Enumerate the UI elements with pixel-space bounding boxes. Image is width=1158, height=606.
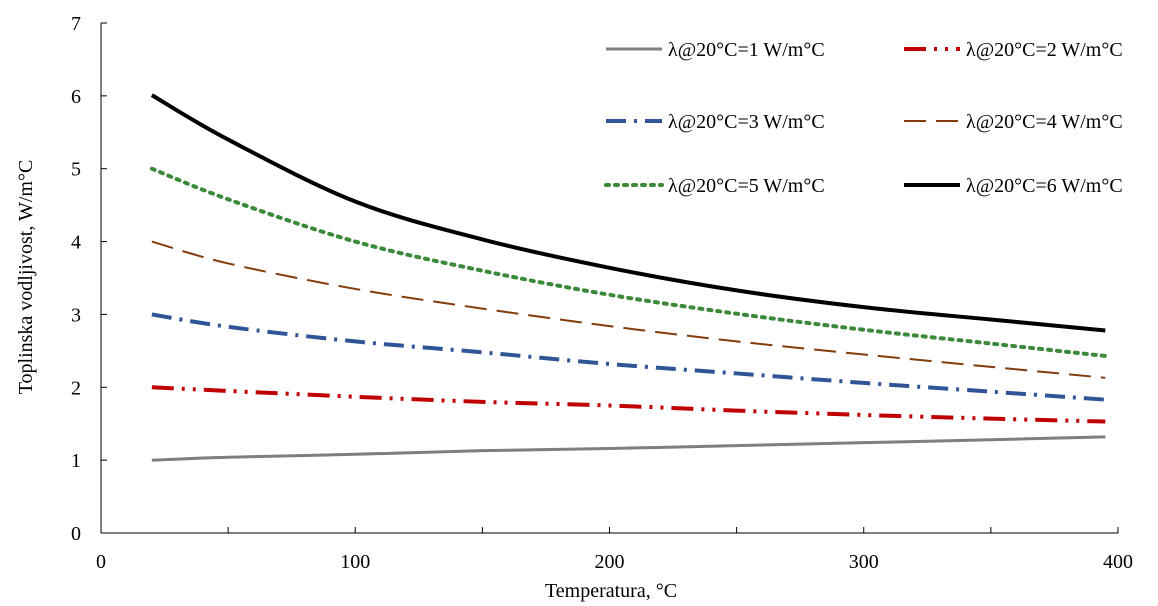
legend-item-6: λ@20°C=6 W/m°C — [904, 175, 1123, 197]
legend-label: λ@20°C=4 W/m°C — [966, 111, 1123, 133]
y-tick-label: 6 — [71, 86, 81, 108]
legend-label: λ@20°C=3 W/m°C — [668, 111, 825, 133]
x-axis-label: Temperatura, °C — [545, 580, 677, 602]
axes: 0 1 2 3 4 5 6 7 0 100 200 300 400 — [71, 13, 1133, 573]
series-line-3 — [151, 312, 1106, 402]
y-axis-label: Toplinska vodljivost, W/m°C — [15, 160, 37, 395]
legend-item-2: λ@20°C=2 W/m°C — [904, 39, 1123, 61]
legend-label: λ@20°C=1 W/m°C — [668, 39, 825, 61]
x-tick-label: 0 — [96, 551, 106, 573]
x-tick-label: 100 — [340, 551, 370, 573]
y-tick-label: 5 — [71, 159, 81, 181]
series-line-5 — [149, 166, 1108, 358]
series-line-1 — [151, 435, 1106, 462]
legend-label: λ@20°C=6 W/m°C — [966, 175, 1123, 197]
legend: λ@20°C=1 W/m°C λ@20°C=2 W/m°C λ@20°C=3 W/m… — [604, 39, 1123, 197]
legend-item-5: λ@20°C=5 W/m°C — [604, 175, 825, 197]
x-tick-label: 400 — [1103, 551, 1133, 573]
x-tick-label: 200 — [595, 551, 625, 573]
legend-item-3: λ@20°C=3 W/m°C — [606, 111, 825, 133]
legend-label: λ@20°C=5 W/m°C — [668, 175, 825, 197]
series-line-6 — [150, 93, 1106, 333]
legend-item-4: λ@20°C=4 W/m°C — [904, 111, 1123, 133]
series-line-4 — [151, 240, 1106, 379]
y-tick-label: 0 — [71, 523, 81, 545]
series-line-2 — [151, 385, 1106, 424]
y-tick-label: 7 — [71, 13, 81, 35]
legend-item-1: λ@20°C=1 W/m°C — [606, 39, 825, 61]
x-tick-label: 300 — [849, 551, 879, 573]
y-tick-label: 3 — [71, 304, 81, 326]
plot-area — [149, 93, 1108, 462]
y-tick-label: 2 — [71, 377, 81, 399]
y-tick-label: 1 — [71, 450, 81, 472]
legend-label: λ@20°C=2 W/m°C — [966, 39, 1123, 61]
y-tick-label: 4 — [71, 232, 81, 254]
